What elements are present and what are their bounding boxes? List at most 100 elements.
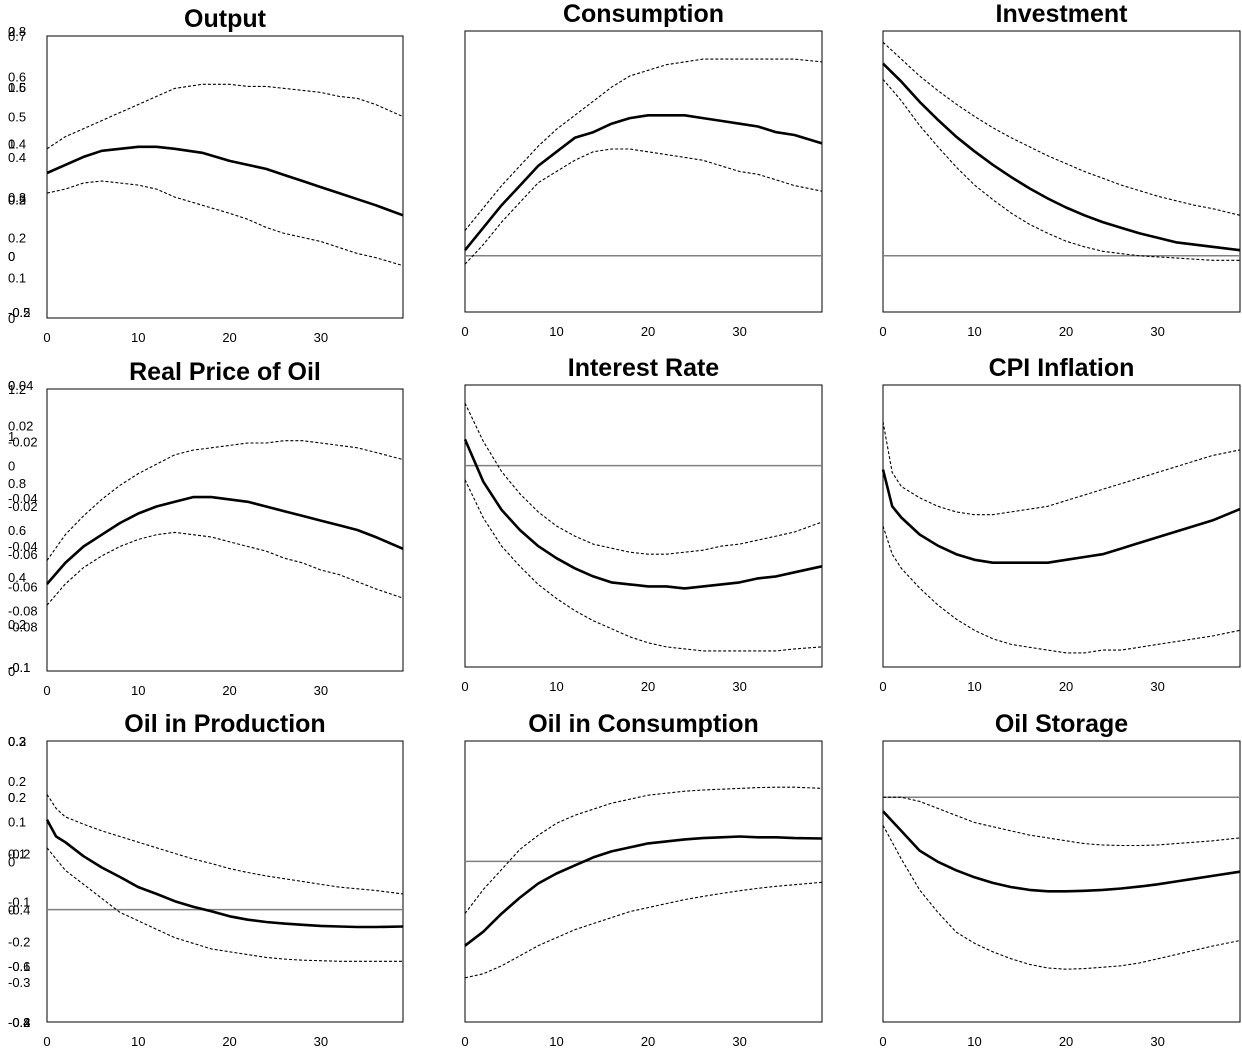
x-tick-label: 30 [1150,324,1164,339]
y-tick-label: 1.2 [8,382,26,397]
chart-title: Output [184,5,267,33]
y-tick-label: 0.3 [8,734,26,749]
x-tick-label: 0 [43,330,50,345]
series-line-median [463,438,823,590]
y-tick-label: 0.7 [8,29,26,44]
x-tick-label: 30 [732,1034,746,1049]
y-tick-label: 0 [8,459,15,474]
y-tick-label: 0.1 [8,814,26,829]
series-line-upper [883,796,1241,847]
x-tick-label: 20 [1059,1034,1073,1049]
chart-title: Consumption [563,0,724,28]
plot-frame [464,740,823,1023]
series-line-lower [46,531,404,606]
series-line-lower [464,148,823,265]
series-line-median [464,835,823,947]
y-tick-label: 0.2 [8,790,26,805]
series-line-lower [882,78,1240,261]
x-tick-label: 20 [641,679,655,694]
y-tick-label: 0.1 [8,846,26,861]
series-line-lower [46,847,403,962]
y-tick-label: 0.2 [8,734,26,749]
y-tick-label: -0.1 [8,895,30,910]
y-tick-label: 0 [8,249,15,264]
y-tick-label: 1.5 [8,80,26,95]
x-tick-label: 20 [222,330,236,345]
y-tick-label: -0.02 [8,434,38,449]
x-tick-label: 10 [131,330,145,345]
series-line-upper [464,786,823,914]
x-tick-label: 10 [131,1034,145,1049]
series-line-median [463,114,823,252]
x-tick-label: 0 [879,1034,886,1049]
x-tick-label: 20 [641,324,655,339]
y-tick-label: 0.6 [8,69,26,84]
x-tick-label: 0 [461,679,468,694]
x-tick-label: 0 [461,324,468,339]
y-tick-label: 0.8 [8,476,26,491]
x-tick-label: 30 [732,679,746,694]
y-tick-label: 0.02 [8,418,33,433]
x-tick-label: 0 [43,683,50,698]
y-tick-label: 2 [8,24,15,39]
y-tick-label: 0.8 [8,24,26,39]
x-tick-label: 20 [222,683,236,698]
y-tick-label: -0.2 [8,935,30,950]
y-tick-label: 0.2 [8,193,26,208]
x-tick-label: 30 [732,324,746,339]
series-line-upper [464,402,823,555]
x-tick-label: 10 [131,683,145,698]
y-tick-label: -0.2 [8,846,30,861]
plot-frame [464,30,823,313]
y-tick-label: -0.04 [8,491,38,506]
y-tick-label: 0 [8,311,15,326]
y-tick-label: -0.4 [8,1015,30,1030]
y-tick-label: 0.4 [8,136,26,151]
series-line-median [46,495,404,585]
x-tick-label: 30 [1150,679,1164,694]
y-tick-label: 0 [8,903,15,918]
plot-frame [46,740,404,1023]
y-tick-label: -0.06 [8,547,38,562]
y-tick-label: 0.3 [8,734,26,749]
series-line-upper [882,421,1241,516]
series-line-lower [882,525,1241,654]
series-line-upper [46,440,404,561]
series-line-median [881,469,1241,565]
y-tick-label: -0.04 [8,539,38,554]
y-tick-label: 0.2 [8,230,26,245]
y-tick-label: -0.5 [8,305,30,320]
y-tick-label: 0.1 [8,271,26,286]
y-tick-label: 0 [8,664,15,679]
series-line-lower [882,825,1241,970]
x-tick-label: 10 [967,679,981,694]
plot-frame [464,384,823,668]
x-tick-label: 0 [43,1034,50,1049]
y-tick-label: 0.4 [8,570,26,585]
chart-title: Oil in Production [124,710,325,738]
plot-frame [46,388,404,672]
series-line-lower [46,180,404,267]
y-tick-label: -0.08 [8,604,38,619]
x-tick-label: 30 [314,1034,328,1049]
y-tick-label: 0 [8,249,15,264]
chart-title: Investment [996,0,1129,28]
series-line-upper [46,83,404,150]
x-tick-label: 30 [1150,1034,1164,1049]
y-tick-label: -0.2 [8,305,30,320]
y-tick-label: 0.3 [8,190,26,205]
x-tick-label: 0 [879,324,886,339]
chart-title: Oil Storage [995,710,1128,738]
y-tick-label: -0.1 [8,660,30,675]
y-tick-label: 0.5 [8,193,26,208]
plot-frame [882,740,1241,1023]
